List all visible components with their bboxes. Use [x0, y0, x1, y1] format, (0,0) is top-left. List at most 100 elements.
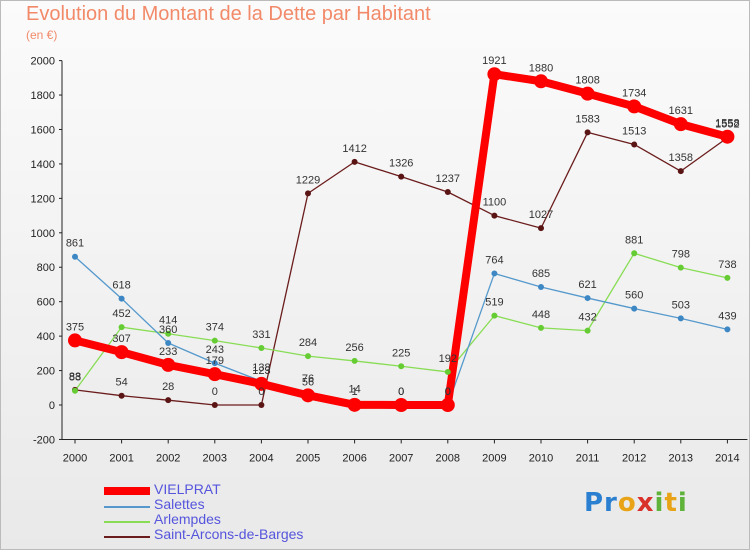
data-label-salettes: 138 — [252, 362, 270, 374]
y-tick-label: 1600 — [31, 124, 55, 136]
chart-title: Evolution du Montant de la Dette par Hab… — [26, 3, 431, 25]
legend-label-vielprat: VIELPRAT — [154, 481, 221, 497]
data-point-arlempdes — [72, 387, 78, 394]
data-point-vielprat — [394, 398, 409, 412]
x-tick-label: 2000 — [63, 452, 87, 464]
data-label-vielprat: 1734 — [622, 87, 646, 99]
y-tick-label: 1200 — [31, 193, 55, 205]
data-point-salettes — [72, 253, 78, 260]
data-label-vielprat: 0 — [398, 386, 404, 398]
x-tick-label: 2013 — [669, 452, 693, 464]
x-tick-label: 2007 — [389, 452, 413, 464]
data-point-saint-arcons-de-barges — [305, 190, 311, 197]
data-point-arlempdes — [398, 363, 405, 370]
y-tick-label: 600 — [37, 297, 55, 309]
data-point-vielprat — [114, 345, 129, 360]
data-point-vielprat — [254, 376, 269, 391]
data-label-vielprat: 1 — [352, 386, 358, 398]
data-label-salettes: 861 — [66, 238, 84, 250]
data-point-saint-arcons-de-barges — [398, 173, 405, 180]
x-tick-label: 2011 — [576, 452, 600, 464]
data-point-vielprat — [627, 99, 642, 114]
y-tick-label: 800 — [37, 262, 55, 274]
data-label-vielprat: 1558 — [715, 118, 739, 130]
y-tick-label: 0 — [49, 400, 55, 412]
data-point-saint-arcons-de-barges — [444, 188, 451, 195]
data-label-salettes: 243 — [206, 344, 224, 356]
data-point-salettes — [584, 295, 591, 302]
data-point-vielprat — [207, 367, 222, 382]
data-point-salettes — [724, 326, 731, 333]
data-label-salettes: 764 — [485, 254, 503, 266]
data-label-saint-arcons-de-barges: 1513 — [622, 125, 646, 137]
data-label-salettes: 618 — [112, 280, 130, 292]
data-label-vielprat: 375 — [66, 321, 84, 333]
data-point-arlempdes — [258, 345, 265, 352]
x-tick-label: 2009 — [482, 452, 506, 464]
data-label-vielprat: 1921 — [482, 55, 506, 67]
y-tick-label: 200 — [37, 366, 55, 378]
data-label-salettes: 439 — [718, 310, 736, 322]
data-point-arlempdes — [491, 312, 498, 319]
legend-swatch-arlempdes — [104, 521, 150, 523]
data-point-vielprat — [440, 398, 455, 412]
data-point-arlempdes — [677, 264, 684, 271]
data-point-salettes — [538, 284, 544, 291]
data-point-arlempdes — [118, 324, 125, 331]
y-tick-label: 1800 — [31, 90, 55, 102]
data-label-saint-arcons-de-barges: 1583 — [575, 113, 599, 125]
data-label-salettes: 503 — [672, 299, 690, 311]
legend-label-salettes: Salettes — [154, 496, 205, 512]
y-tick-label: -200 — [33, 434, 55, 446]
data-label-arlempdes: 798 — [672, 249, 690, 261]
data-point-salettes — [118, 295, 125, 302]
data-point-saint-arcons-de-barges — [258, 402, 265, 408]
proxiti-logo: Proxiti — [584, 488, 688, 518]
data-label-salettes: 560 — [625, 290, 643, 302]
chart-subtitle: (en €) — [26, 28, 58, 42]
data-label-arlempdes: 256 — [345, 342, 363, 354]
data-label-vielprat: 307 — [112, 333, 130, 345]
data-label-arlempdes: 881 — [625, 234, 643, 246]
data-label-salettes: 76 — [302, 373, 314, 385]
data-point-arlempdes — [444, 368, 451, 375]
legend-swatch-vielprat — [104, 487, 150, 495]
y-tick-label: 2000 — [31, 56, 55, 68]
data-point-arlempdes — [724, 274, 731, 281]
data-label-salettes: 0 — [398, 386, 404, 398]
data-point-arlempdes — [584, 327, 591, 334]
legend-swatch-saint-arcons — [104, 536, 150, 538]
data-point-salettes — [631, 305, 638, 312]
data-label-arlempdes: 331 — [252, 329, 270, 341]
data-label-saint-arcons-de-barges: 1100 — [483, 197, 507, 209]
data-label-arlempdes: 225 — [392, 347, 410, 359]
data-point-arlempdes — [538, 324, 544, 331]
data-label-arlempdes: 452 — [112, 308, 130, 320]
x-tick-label: 2002 — [156, 452, 180, 464]
data-label-saint-arcons-de-barges: 1229 — [296, 174, 320, 186]
x-tick-label: 2008 — [436, 452, 460, 464]
data-label-saint-arcons-de-barges: 0 — [258, 386, 264, 398]
data-point-saint-arcons-de-barges — [631, 141, 638, 148]
data-label-arlempdes: 448 — [532, 309, 550, 321]
x-tick-label: 2014 — [715, 452, 739, 464]
data-point-saint-arcons-de-barges — [677, 168, 684, 175]
data-point-salettes — [491, 270, 498, 277]
data-point-salettes — [165, 340, 172, 347]
data-point-saint-arcons-de-barges — [538, 225, 544, 232]
data-label-vielprat: 233 — [159, 346, 177, 358]
data-label-vielprat: 1631 — [669, 105, 693, 117]
x-tick-label: 2001 — [109, 452, 133, 464]
data-point-saint-arcons-de-barges — [165, 397, 172, 404]
x-tick-label: 2012 — [622, 452, 646, 464]
x-tick-label: 2010 — [529, 452, 553, 464]
data-label-saint-arcons-de-barges: 1358 — [669, 152, 693, 164]
legend-label-arlempdes: Arlempdes — [154, 511, 221, 527]
data-point-saint-arcons-de-barges — [118, 392, 125, 399]
data-label-vielprat: 123 — [252, 365, 270, 377]
data-label-saint-arcons-de-barges: 1412 — [342, 143, 366, 155]
data-point-vielprat — [347, 397, 362, 412]
data-label-arlempdes: 83 — [69, 372, 81, 384]
data-label-saint-arcons-de-barges: 0 — [212, 386, 218, 398]
